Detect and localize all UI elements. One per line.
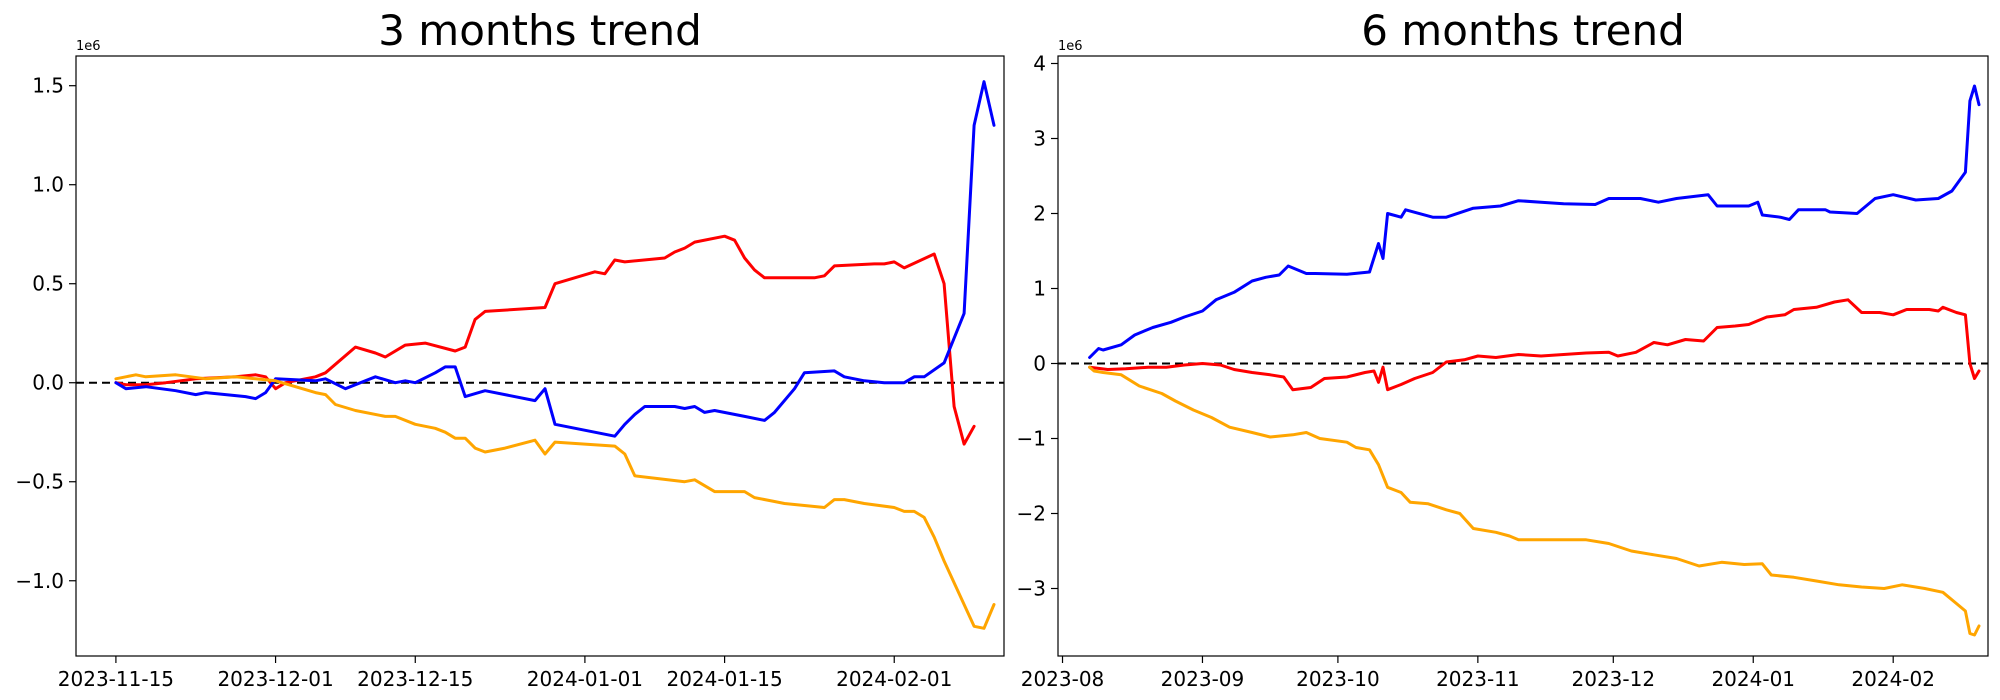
series-line-2: [114, 373, 996, 630]
plot-frame: [1057, 55, 1989, 657]
y-tick-label: 0.0: [32, 371, 64, 395]
x-tick-label: 2024-01-01: [527, 667, 643, 691]
y-tick-label: 3: [1033, 127, 1046, 151]
x-tick-label: 2023-11-15: [58, 667, 174, 691]
x-tick-label: 2023-12-01: [217, 667, 333, 691]
y-axis-offset-label: 1e6: [76, 39, 101, 54]
x-tick-label: 2024-01-15: [666, 667, 782, 691]
series-line-2: [1088, 365, 1981, 637]
x-tick-label: 2023-08: [1021, 667, 1105, 691]
series-line-1: [1088, 298, 1981, 392]
x-tick-label: 2024-01: [1711, 667, 1795, 691]
chart-6-months-trend: 6 months trend 1e6 4 3 2 1 0 −1 −2 −3 2023-08 2023-…: [1017, 6, 1989, 691]
y-tick-label: 0: [1033, 352, 1046, 376]
series-line-0: [114, 234, 976, 446]
plot-frame: [75, 55, 1005, 657]
y-tick-label: −0.5: [15, 470, 64, 494]
series-line-1: [114, 80, 996, 438]
series-line-0: [1088, 84, 1981, 359]
y-tick-label: 0.5: [32, 272, 64, 296]
x-tick-label: 2023-10: [1296, 667, 1380, 691]
y-tick-label: 4: [1033, 52, 1046, 76]
x-tick-label: 2023-12-15: [357, 667, 473, 691]
y-tick-label: 1: [1033, 277, 1046, 301]
chart-title: 3 months trend: [378, 6, 702, 55]
y-tick-label: 1.5: [32, 74, 64, 98]
x-tick-label: 2024-02: [1851, 667, 1935, 691]
y-tick-label: −1.0: [15, 569, 64, 593]
chart-title: 6 months trend: [1361, 6, 1685, 55]
x-tick-label: 2023-11: [1436, 667, 1520, 691]
x-tick-label: 2023-12: [1572, 667, 1656, 691]
y-tick-label: −1: [1017, 427, 1046, 451]
y-axis-offset-label: 1e6: [1058, 39, 1083, 54]
y-tick-label: −3: [1017, 577, 1046, 601]
x-tick-label: 2023-09: [1161, 667, 1245, 691]
y-tick-label: 2: [1033, 202, 1046, 226]
y-tick-label: 1.0: [32, 173, 64, 197]
y-tick-label: −2: [1017, 502, 1046, 526]
x-tick-label: 2024-02-01: [836, 667, 952, 691]
chart-3-months-trend: 3 months trend 1e6 1.5 1.0 0.5 0.0 −0.5 −1.0 202…: [15, 6, 1005, 691]
